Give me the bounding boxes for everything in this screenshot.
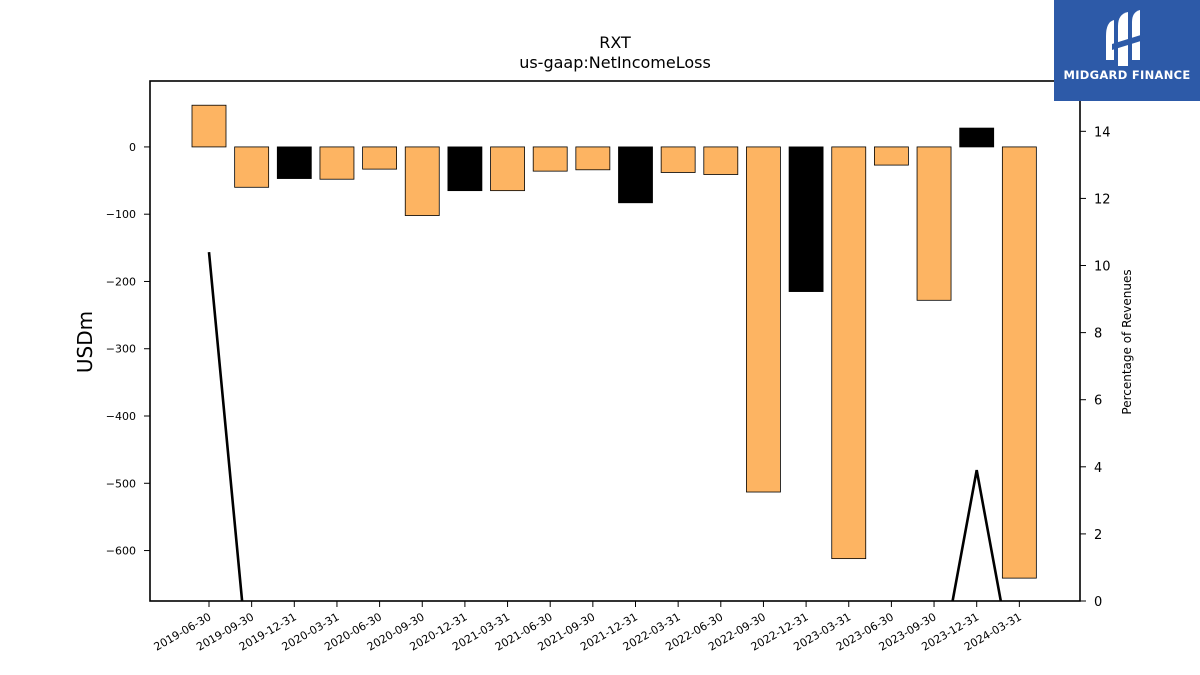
percentage-line	[207, 251, 1003, 601]
y-axis: 0 −100 −200 −300 −400 −500 −600	[106, 141, 150, 558]
x-axis: 2019-06-302019-09-302019-12-312020-03-31…	[152, 601, 1024, 654]
bars-group	[191, 104, 1037, 579]
chart-title: RXT	[599, 33, 631, 52]
bar-2021-03-31	[490, 146, 525, 192]
bar-2020-03-31	[319, 146, 355, 180]
bar-2020-12-31	[447, 146, 483, 192]
bar-2019-06-30	[191, 104, 227, 148]
y2-tick-label: 10	[1094, 260, 1111, 275]
bar-2022-09-30	[746, 146, 781, 493]
y-tick-label: −400	[106, 410, 136, 423]
bar-2020-09-30	[404, 146, 440, 216]
y-tick-label: −300	[106, 343, 136, 356]
bar-2023-06-30	[874, 146, 909, 166]
bar-2021-12-31	[618, 146, 653, 204]
y2-tick-label: 12	[1094, 192, 1111, 207]
y2-tick-label: 6	[1094, 394, 1102, 409]
bar-2022-03-31	[660, 146, 696, 173]
y2-tick-label: 4	[1094, 461, 1102, 476]
y-tick-label: 0	[129, 141, 136, 154]
bar-2023-03-31	[831, 146, 867, 560]
bar-2023-09-30	[916, 146, 952, 301]
y-tick-label: −200	[106, 275, 136, 288]
y-tick-label: −500	[106, 477, 136, 490]
bar-2022-06-30	[703, 146, 739, 175]
y2-axis-label: Percentage of Revenues	[1120, 269, 1134, 414]
chart-subtitle: us-gaap:NetIncomeLoss	[519, 53, 711, 72]
line-layer	[207, 251, 1003, 601]
y2-tick-label: 2	[1094, 528, 1102, 543]
y-axis-label: USDm	[73, 311, 97, 373]
y2-axis: 0 2 4 6 8 10 12 14	[1080, 125, 1111, 610]
logo-icon	[1106, 10, 1144, 66]
bar-2019-12-31	[276, 146, 312, 179]
y-tick-label: −100	[106, 208, 136, 221]
bar-2022-12-31	[788, 146, 824, 292]
bar-2024-03-31	[1001, 146, 1037, 579]
bar-2019-09-30	[234, 146, 270, 188]
brand-name: MIDGARD FINANCE	[1063, 68, 1191, 82]
brand-logo: MIDGARD FINANCE	[1054, 0, 1200, 101]
y2-tick-label: 14	[1094, 125, 1111, 140]
bar-2023-12-31	[959, 127, 995, 148]
bar-2021-06-30	[532, 146, 568, 172]
y2-tick-label: 0	[1094, 595, 1102, 610]
y2-tick-label: 8	[1094, 327, 1102, 342]
bar-2020-06-30	[362, 146, 398, 170]
bar-2021-09-30	[575, 146, 611, 171]
plot-frame	[149, 80, 1081, 602]
y-tick-label: −600	[106, 545, 136, 558]
